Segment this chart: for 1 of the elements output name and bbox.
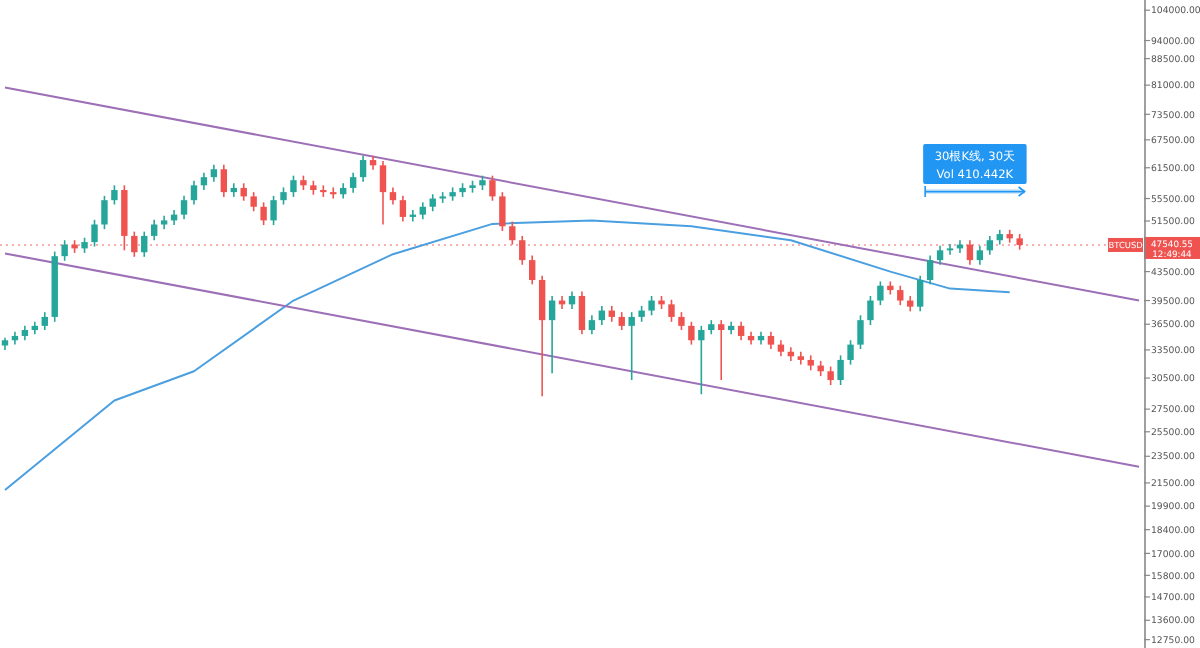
line-series	[3, 219, 1011, 491]
